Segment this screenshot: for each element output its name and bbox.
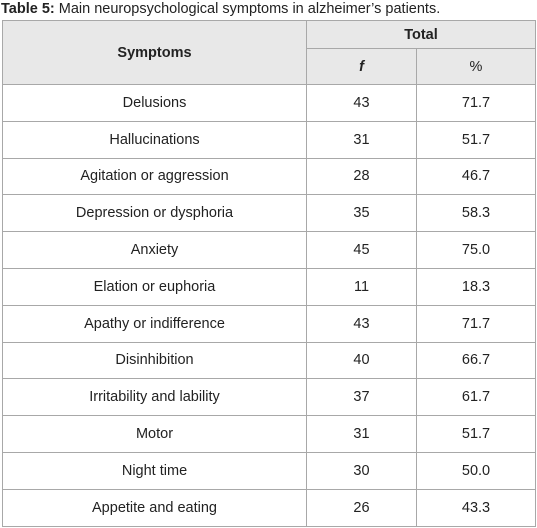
table-cell: 71.7 [416,304,536,343]
header-cell: f [306,48,417,85]
table-row: Apathy or indifference 43 71.7 [2,304,536,343]
table-row: Agitation or aggression 28 46.7 [2,157,536,196]
table-cell: Hallucinations [2,120,307,159]
header-cell: % [416,48,536,85]
table-cell: 28 [306,157,417,196]
table-row: Anxiety 45 75.0 [2,231,536,269]
table-cell: 26 [306,488,417,527]
table-cell: 45 [306,231,417,269]
table-cell: 66.7 [416,341,536,380]
table-row: Irritability and lability 37 61.7 [2,378,536,417]
table-row: Hallucinations 31 51.7 [2,120,536,159]
header-cell: Symptoms [2,20,307,85]
table-cell: 51.7 [416,120,536,159]
table-cell: 75.0 [416,231,536,269]
table-row: Delusions 43 71.7 [2,84,536,122]
table-cell: 43.3 [416,488,536,527]
table-cell: 43 [306,304,417,343]
table-cell: Appetite and eating [2,488,307,527]
table-cell: Apathy or indifference [2,304,307,343]
table-cell: 11 [306,267,417,306]
table-cell: Disinhibition [2,341,307,380]
table-cell: Irritability and lability [2,378,307,417]
table-cell: Delusions [2,84,307,122]
table-body: Delusions 43 71.7 Hallucinations 31 51.7 Agita… [2,84,536,527]
table-row: Night time 30 50.0 [2,451,536,490]
table-row: Disinhibition 40 66.7 [2,341,536,380]
table-row: Motor 31 51.7 [2,415,536,453]
table-cell: 40 [306,341,417,380]
table-cell: Anxiety [2,231,307,269]
table-cell: 46.7 [416,157,536,196]
table-cell: 37 [306,378,417,417]
table-cell: 50.0 [416,451,536,490]
table-cell: 30 [306,451,417,490]
table-cell: Motor [2,415,307,453]
header-cell: Total [306,20,536,49]
table-cell: 58.3 [416,194,536,233]
table-cell: 35 [306,194,417,233]
table-cell: 31 [306,120,417,159]
caption: Table 5: Main neuropsychological symptom… [1,0,440,18]
table-row: Elation or euphoria 11 18.3 [2,267,536,306]
table-cell: Elation or euphoria [2,267,307,306]
table-cell: 51.7 [416,415,536,453]
caption-text: Main neuropsychological symptoms in alzh… [58,1,441,17]
table-cell: Depression or dysphoria [2,194,307,233]
table-cell: 31 [306,415,417,453]
table-row: Depression or dysphoria 35 58.3 [2,194,536,233]
table-cell: 71.7 [416,84,536,122]
table-cell: 18.3 [416,267,536,306]
table-cell: 61.7 [416,378,536,417]
table: Symptoms Total f% Delusions 43 71.7 Hallucin… [2,20,536,527]
table-cell: 43 [306,84,417,122]
table-row: Appetite and eating 26 43.3 [2,488,536,527]
caption-label: Table 5: [1,1,55,17]
table-cell: Agitation or aggression [2,157,307,196]
table-cell: Night time [2,451,307,490]
